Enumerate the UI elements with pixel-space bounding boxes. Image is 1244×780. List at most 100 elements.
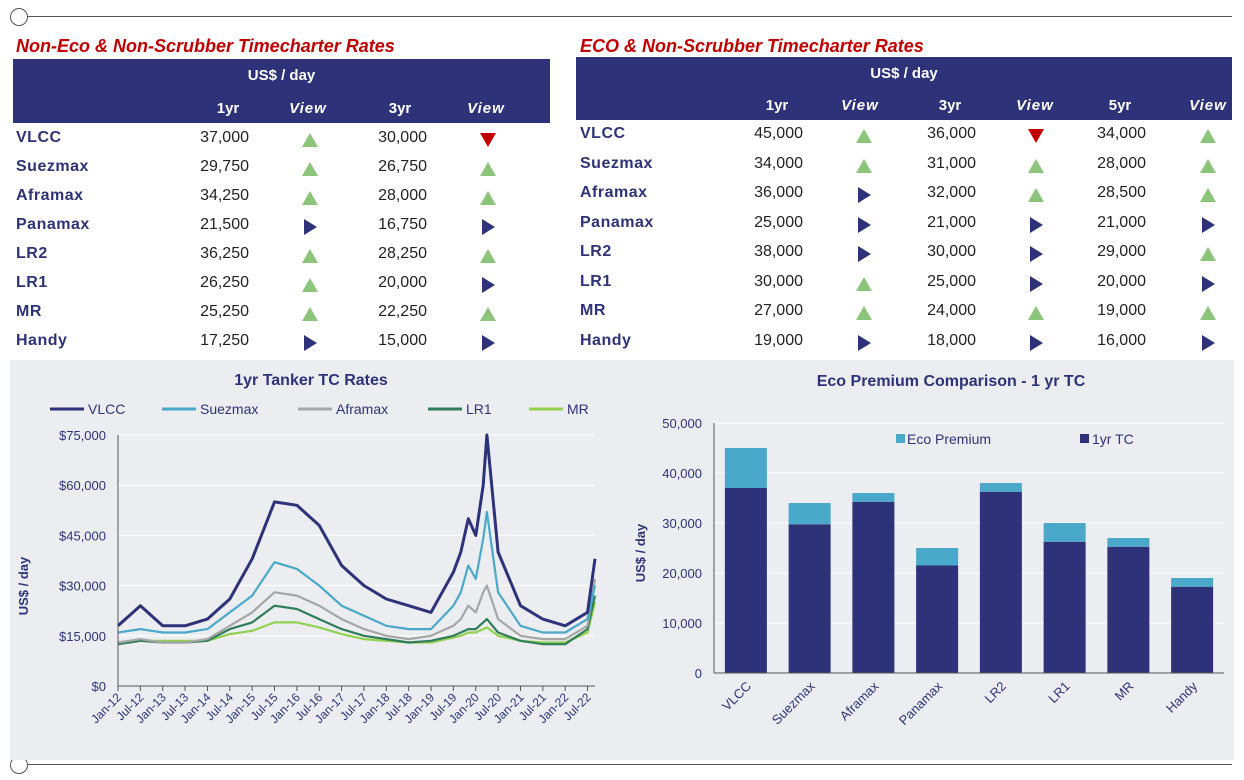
line-chart-legend: VLCC Suezmax Aframax LR1 MR xyxy=(50,401,589,417)
triangle-up-icon xyxy=(856,158,872,173)
table-row: Aframax 36,000 32,000 28,500 xyxy=(576,180,1232,209)
bar-1yr-tc-mr xyxy=(1107,546,1150,673)
vessel-name: Panamax xyxy=(580,213,654,231)
rate-1yr: 26,250 xyxy=(200,274,249,291)
triangle-up-icon xyxy=(302,307,318,321)
rate-3yr: 36,000 xyxy=(927,125,976,142)
bar-eco-premium-lr1 xyxy=(1043,523,1086,542)
vessel-name: Suezmax xyxy=(16,158,89,175)
triangle-down-icon xyxy=(1028,129,1044,143)
bar-1yr-tc-suezmax xyxy=(788,524,831,673)
rate-1yr: 27,000 xyxy=(754,302,803,319)
bar-eco-premium-lr2 xyxy=(979,483,1022,492)
vessel-name: LR2 xyxy=(16,245,48,262)
x-tick-label: Suezmax xyxy=(769,678,818,727)
rate-1yr: 25,000 xyxy=(754,213,803,231)
rate-3yr: 21,000 xyxy=(927,213,976,231)
rate-3yr: 28,000 xyxy=(378,187,427,204)
bar-1yr-tc-vlcc xyxy=(724,488,767,673)
right-header-3yr: 3yr xyxy=(938,97,962,114)
legend-swatch-eco-premium xyxy=(896,434,905,443)
triangle-right-icon xyxy=(1029,334,1043,351)
left-table-title: Non-Eco & Non-Scrubber Timecharter Rates xyxy=(16,36,395,56)
triangle-right-icon xyxy=(481,219,495,235)
bar-eco-premium-panamax xyxy=(916,548,959,566)
bar-1yr-tc-panamax xyxy=(916,565,959,673)
y-tick-label: 10,000 xyxy=(662,616,702,631)
rate-5yr: 29,000 xyxy=(1097,243,1146,260)
vessel-name: LR1 xyxy=(580,272,612,290)
bar-1yr-tc-aframax xyxy=(852,501,895,673)
vessel-name: Aframax xyxy=(580,184,648,201)
right-table-title: ECO & Non-Scrubber Timecharter Rates xyxy=(580,36,924,56)
table-row: VLCC 37,000 30,000 xyxy=(13,125,550,154)
rate-3yr: 32,000 xyxy=(927,184,976,201)
view-1yr xyxy=(855,187,873,203)
table-row: Suezmax 34,000 31,000 28,000 xyxy=(576,151,1232,180)
view-3yr xyxy=(1027,246,1045,262)
left-unit-label: US$ / day xyxy=(247,67,316,84)
triangle-right-icon xyxy=(857,216,871,233)
line-chart-x-ticks: Jan-12Jul-12Jan-13Jul-13Jan-14Jul-14Jan-… xyxy=(88,686,594,726)
view-3yr xyxy=(479,132,497,148)
rate-1yr: 34,000 xyxy=(754,154,803,172)
series-line-vlcc xyxy=(116,433,597,628)
triangle-down-icon xyxy=(480,133,496,147)
y-tick-label: 20,000 xyxy=(662,566,702,581)
y-tick-label: 30,000 xyxy=(662,516,702,531)
bar-eco-premium-mr xyxy=(1107,538,1150,547)
rate-3yr: 15,000 xyxy=(378,332,427,349)
view-1yr xyxy=(301,277,319,293)
vessel-name: Handy xyxy=(580,331,632,349)
x-tick-label: LR2 xyxy=(982,679,1009,706)
left-header-view-3: View xyxy=(467,100,505,117)
legend-label: LR1 xyxy=(466,401,492,417)
bar-eco-premium-handy xyxy=(1171,578,1214,587)
bar-1yr-tc-lr1 xyxy=(1043,541,1086,673)
view-3yr xyxy=(1027,158,1045,174)
view-5yr xyxy=(1199,275,1217,292)
left-header-view-1: View xyxy=(289,100,327,117)
table-row: Panamax 25,000 21,000 21,000 xyxy=(576,210,1232,239)
y-tick-label: $60,000 xyxy=(59,478,106,493)
view-5yr xyxy=(1199,187,1217,203)
triangle-up-icon xyxy=(480,162,496,176)
right-header-1yr: 1yr xyxy=(765,97,789,114)
triangle-right-icon xyxy=(857,246,871,262)
triangle-right-icon xyxy=(481,277,495,293)
rate-3yr: 28,250 xyxy=(378,245,427,262)
table-row: VLCC 45,000 36,000 34,000 xyxy=(576,121,1232,150)
line-chart-title: 1yr Tanker TC Rates xyxy=(234,372,388,389)
view-3yr xyxy=(1027,187,1045,203)
view-5yr xyxy=(1199,216,1217,233)
top-rule xyxy=(12,16,1232,17)
series-line-aframax xyxy=(117,578,597,644)
triangle-up-icon xyxy=(1200,158,1216,173)
rate-5yr: 34,000 xyxy=(1097,125,1146,142)
view-1yr xyxy=(855,158,873,174)
x-tick-label: LR1 xyxy=(1045,679,1072,706)
x-tick-label: MR xyxy=(1112,679,1137,704)
legend-swatch-1yr-tc xyxy=(1080,434,1089,443)
vessel-name: MR xyxy=(16,303,42,320)
bar-eco-premium-aframax xyxy=(852,493,895,502)
vessel-name: Panamax xyxy=(16,216,90,233)
y-tick-label: $0 xyxy=(92,679,106,694)
triangle-up-icon xyxy=(1200,129,1216,143)
rate-1yr: 38,000 xyxy=(754,243,803,260)
table-row: MR 27,000 24,000 19,000 xyxy=(576,298,1232,327)
rate-1yr: 25,250 xyxy=(200,303,249,320)
rate-1yr: 36,250 xyxy=(200,245,249,262)
right-header-5yr: 5yr xyxy=(1108,97,1132,114)
y-tick-label: $15,000 xyxy=(59,629,106,644)
triangle-right-icon xyxy=(1201,334,1215,351)
triangle-up-icon xyxy=(302,278,318,292)
triangle-up-icon xyxy=(480,191,496,205)
view-3yr xyxy=(1027,216,1045,233)
table-row: LR2 38,000 30,000 29,000 xyxy=(576,239,1232,268)
triangle-up-icon xyxy=(302,133,318,147)
table-row: LR1 26,250 20,000 xyxy=(13,270,550,299)
triangle-up-icon xyxy=(302,249,318,263)
triangle-up-icon xyxy=(1028,188,1044,202)
x-tick-label: Panamax xyxy=(896,678,946,728)
